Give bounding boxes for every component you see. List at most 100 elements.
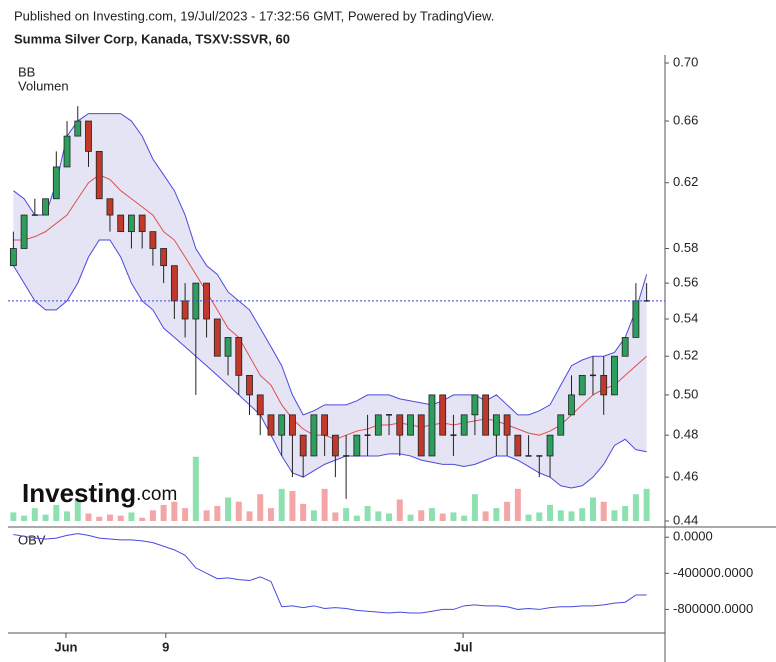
- volume-bar: [450, 512, 457, 521]
- candle-body: [471, 394, 479, 416]
- x-tick-label: 9: [162, 639, 169, 654]
- volume-bar: [589, 497, 596, 521]
- y-tick-label: 0.46: [673, 469, 698, 484]
- candle-body: [600, 374, 608, 396]
- volume-bar: [160, 504, 167, 521]
- candle-body: [256, 394, 264, 416]
- volume-bar: [310, 510, 317, 521]
- candle-body: [621, 337, 629, 357]
- volume-bar: [396, 499, 403, 521]
- candle-body: [42, 198, 49, 216]
- candle-body: [396, 414, 404, 436]
- candle-body: [482, 394, 490, 436]
- candle-body: [374, 414, 382, 436]
- band-upper: [13, 113, 648, 416]
- volume-bar: [364, 506, 371, 521]
- volume-bar: [471, 494, 478, 521]
- volume-bar: [386, 513, 393, 521]
- volume-bar: [343, 508, 350, 521]
- candle-body: [128, 214, 135, 233]
- volume-bar: [321, 488, 328, 521]
- candle-body: [331, 434, 339, 457]
- volume-bar: [643, 488, 650, 521]
- x-tick-label: Jul: [454, 639, 473, 654]
- candle-body: [546, 434, 554, 457]
- candle-body: [267, 414, 275, 436]
- y-tick-label: 0.50: [673, 386, 698, 401]
- candle-body: [299, 434, 307, 457]
- volume-bar: [246, 511, 253, 521]
- y-tick-label: 0.62: [673, 174, 698, 189]
- y-tick-label: 0.58: [673, 240, 698, 255]
- y-tick-label: 0.54: [673, 310, 698, 325]
- obv-line: [13, 533, 647, 614]
- volume-bar: [64, 511, 71, 521]
- band-lower: [12, 239, 647, 489]
- volume-bar: [267, 508, 274, 521]
- y-tick-label: 0.56: [673, 275, 698, 290]
- volume-bar: [332, 512, 339, 521]
- candle-body: [170, 265, 178, 302]
- volume-bar: [74, 499, 81, 521]
- volume-bar: [504, 501, 511, 521]
- volume-bar: [536, 512, 543, 521]
- candle-body: [417, 414, 425, 457]
- y-tick-label: -400000.0000: [673, 565, 753, 580]
- volume-bar: [547, 504, 554, 521]
- volume-bar: [53, 504, 60, 521]
- volume-bar: [439, 513, 446, 521]
- candle-body: [224, 337, 232, 357]
- candle-body: [514, 434, 522, 457]
- logo-brand: Investing: [22, 478, 136, 508]
- volume-bar: [611, 510, 618, 521]
- volume-bar: [428, 508, 435, 521]
- volume-bar: [106, 514, 113, 521]
- candle-body: [611, 355, 618, 396]
- candle-body: [492, 414, 500, 436]
- candle-body: [106, 198, 114, 216]
- candle-body: [310, 414, 318, 457]
- volume-bar: [214, 506, 221, 521]
- volume-bar: [31, 508, 38, 521]
- volume-bar: [192, 456, 199, 521]
- volume-bar: [525, 514, 532, 521]
- logo: Investing.com: [22, 478, 177, 508]
- volume-bar: [21, 515, 28, 521]
- volume-bar: [225, 497, 232, 521]
- volume-bar: [10, 512, 17, 521]
- volume-bar: [182, 508, 189, 521]
- volume-bar: [568, 511, 575, 521]
- volume-bar: [514, 488, 521, 521]
- volume-bar: [117, 515, 124, 521]
- volume-bar: [289, 491, 296, 521]
- band-fill: [13, 113, 647, 488]
- y-tick-label: 0.70: [673, 54, 698, 69]
- volume-bar: [235, 501, 242, 521]
- candle-body: [95, 150, 103, 200]
- candle-body: [503, 414, 511, 436]
- candle-body: [149, 231, 157, 249]
- volume-bar: [482, 511, 489, 521]
- candle-body: [568, 394, 575, 416]
- volume-bar: [407, 514, 414, 521]
- plot: 0.70 0.66 0.62 0.58 0.56 0.54 0.52 0.50 0.48 0.46…: [8, 54, 753, 654]
- candle-body: [632, 300, 640, 338]
- candle-body: [160, 248, 168, 267]
- candle-body: [85, 120, 92, 152]
- indicator-label: Volumen: [18, 78, 69, 93]
- band-middle: [13, 174, 647, 440]
- candle-body: [321, 414, 329, 436]
- volume-bar: [42, 514, 49, 521]
- volume-bar: [493, 508, 500, 521]
- candle-body: [353, 434, 361, 457]
- indicator-label: BB: [18, 64, 35, 79]
- volume-bar: [96, 516, 103, 521]
- volume-bar: [461, 515, 468, 521]
- volume-bar: [257, 494, 264, 521]
- y-tick-label: 0.44: [673, 512, 698, 527]
- candle-body: [428, 394, 436, 457]
- volume-bar: [353, 515, 360, 521]
- volume-bar: [85, 513, 92, 521]
- logo-suffix: .com: [136, 484, 177, 505]
